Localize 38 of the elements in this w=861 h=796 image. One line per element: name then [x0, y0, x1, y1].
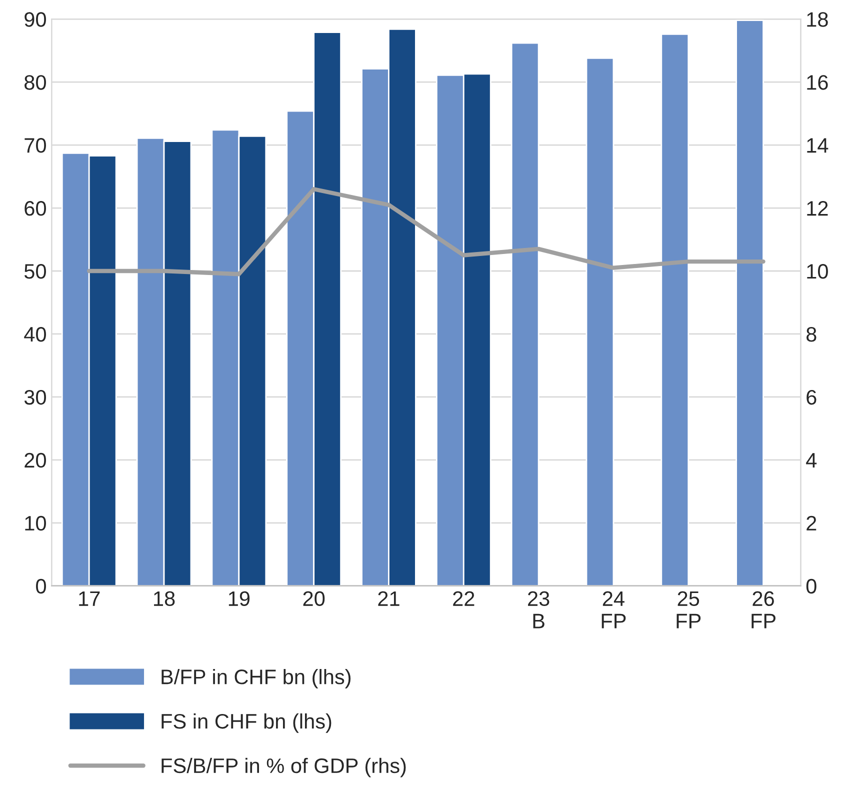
- bar: [510, 42, 540, 586]
- x-tick-label: 21: [378, 591, 400, 606]
- y-tick-label: 50: [24, 264, 46, 279]
- x-tick-label: 26 FP: [752, 591, 776, 628]
- y-tick-label: 10: [25, 516, 46, 531]
- y2-tick-label: 12: [807, 201, 828, 216]
- x-tick-label: 17: [79, 591, 100, 606]
- x-tick-label: 19: [228, 591, 250, 606]
- y2-tick-label: 2: [806, 516, 816, 530]
- y-tick-label: 90: [24, 12, 46, 27]
- x-tick-label: 24 FP: [602, 591, 626, 628]
- y-tick-label: 0: [36, 578, 46, 594]
- x-tick-label: 20: [303, 591, 325, 606]
- y-tick-label: 40: [24, 326, 46, 342]
- bar: [586, 57, 614, 586]
- y-tick-label: 80: [24, 75, 46, 90]
- x-tick-label: 23 B: [528, 591, 550, 628]
- bar: [660, 34, 690, 586]
- legend-label: FS/B/FP in % of GDP (rhs): [162, 758, 406, 778]
- y-tick-label: 60: [24, 201, 46, 216]
- y-tick-label: 70: [24, 138, 46, 153]
- y-tick-label: 20: [24, 452, 46, 468]
- x-tick-label: 22: [453, 591, 474, 606]
- y-tick-label: 30: [24, 390, 46, 405]
- bar: [736, 20, 764, 586]
- y2-tick-label: 6: [806, 390, 816, 405]
- legend-label: FS in CHF bn (lhs): [162, 713, 332, 733]
- x-tick-label: 18: [154, 591, 175, 606]
- y2-tick-label: 16: [807, 75, 828, 90]
- y2-tick-label: 18: [807, 12, 828, 27]
- y2-tick-label: 8: [806, 326, 816, 342]
- y2-tick-label: 10: [807, 264, 828, 279]
- y2-tick-label: 0: [806, 578, 816, 594]
- legend-label: B/FP in CHF bn (lhs): [162, 668, 351, 688]
- line-series: [87, 187, 766, 276]
- y2-tick-label: 14: [807, 138, 828, 153]
- y2-tick-label: 4: [806, 453, 817, 468]
- x-tick-label: 25 FP: [676, 591, 701, 628]
